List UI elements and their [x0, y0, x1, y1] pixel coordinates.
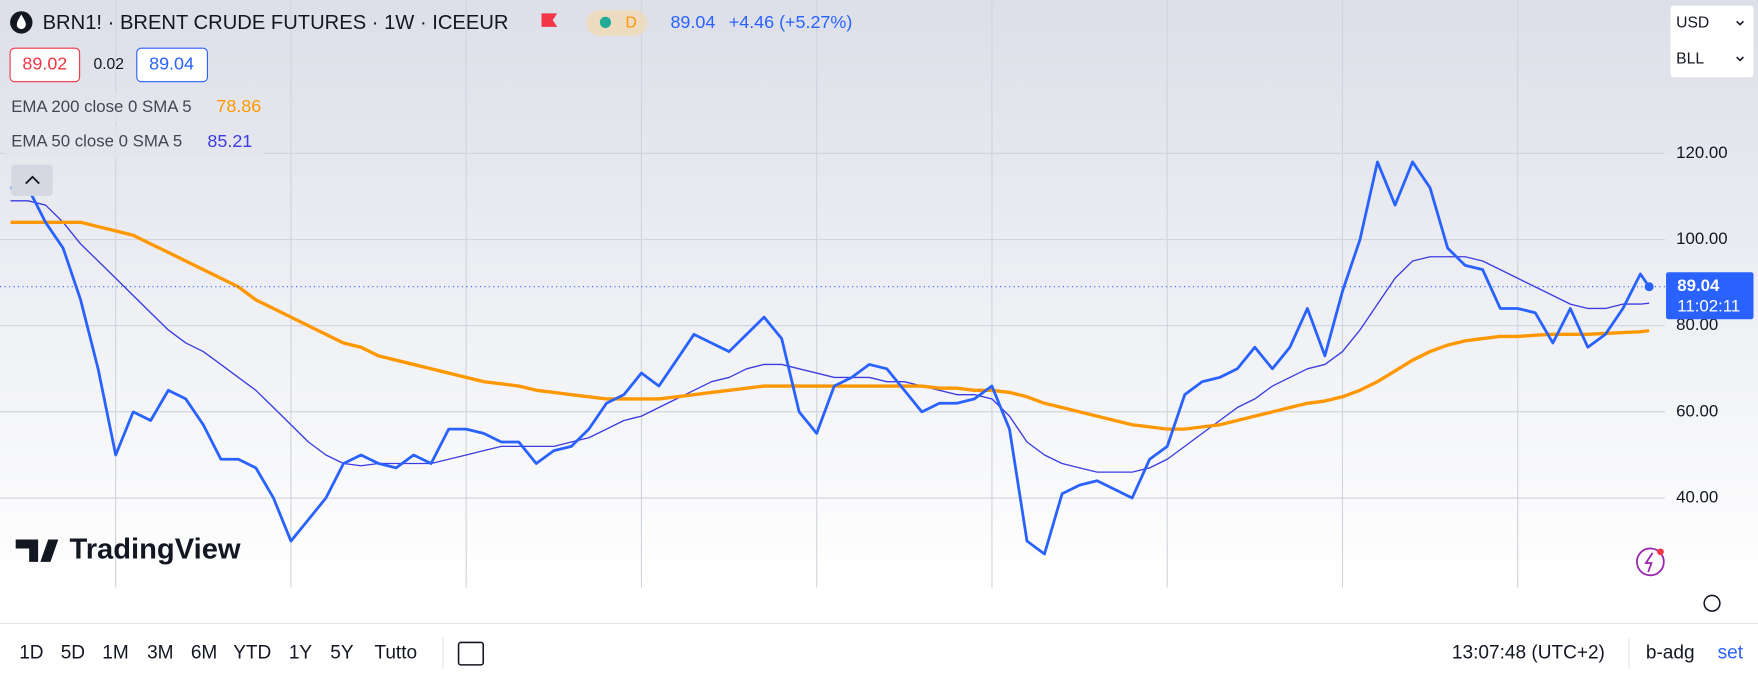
legend-entry[interactable]: EMA 200 close 0 SMA 5 — [11, 97, 191, 116]
status-badge: D — [626, 15, 637, 32]
logo-text: TradingView — [70, 533, 241, 565]
y-tick-label: 60.00 — [1676, 401, 1718, 420]
currency[interactable]: USD — [1676, 15, 1709, 32]
price-badge — [1666, 272, 1754, 320]
range-button[interactable]: 5D — [61, 643, 85, 664]
spread: 0.02 — [93, 56, 124, 73]
ask-box[interactable] — [136, 47, 208, 83]
chart-background — [0, 0, 1758, 588]
range-button[interactable]: 5Y — [330, 643, 354, 664]
y-tick-label: 100.00 — [1676, 229, 1727, 248]
bid-price: 89.02 — [22, 54, 67, 74]
adjust-button[interactable]: b-adg — [1646, 643, 1695, 664]
indicator-row[interactable] — [5, 91, 273, 124]
drop-icon — [16, 14, 26, 30]
series-line — [10, 200, 1650, 473]
price-change: +4.46 (+5.27%) — [729, 12, 853, 32]
market-open-dot — [599, 16, 612, 28]
last-price: 89.04 — [670, 12, 715, 32]
bid-box[interactable] — [9, 47, 81, 83]
indicator-row[interactable] — [5, 126, 264, 158]
alert-icon[interactable] — [1636, 547, 1665, 577]
range-button[interactable]: 3M — [147, 643, 173, 664]
dropdown-chevrons — [1736, 20, 1744, 62]
price-badge-countdown: 11:02:11 — [1677, 296, 1740, 315]
unit-box[interactable] — [1670, 5, 1754, 78]
settings-icon[interactable] — [1703, 594, 1721, 612]
unit[interactable]: BLL — [1676, 50, 1704, 67]
status-pill[interactable] — [586, 10, 647, 36]
range-button[interactable]: 1Y — [289, 643, 313, 664]
range-button[interactable]: YTD — [233, 643, 271, 664]
price-badge-value: 89.04 — [1677, 276, 1720, 295]
y-tick-label: 40.00 — [1676, 487, 1718, 506]
series-line — [10, 160, 1651, 556]
bolt — [1644, 552, 1654, 573]
logo-mark — [15, 539, 59, 562]
range-button[interactable]: Tutto — [374, 643, 417, 664]
chevron-up — [25, 175, 40, 185]
range-button[interactable]: 1D — [19, 643, 43, 664]
y-tick-label: 120.00 — [1676, 143, 1727, 162]
session-button[interactable]: set — [1718, 643, 1744, 664]
notification-dot — [1657, 548, 1664, 556]
time-axis — [0, 587, 1665, 624]
clock: 13:07:48 (UTC+2) — [1452, 643, 1605, 664]
y-tick-label: 80.00 — [1676, 315, 1718, 334]
collapse-button[interactable] — [11, 164, 53, 196]
legend-value: 78.86 — [216, 96, 261, 116]
legend-value: 85.21 — [207, 131, 252, 151]
range-button[interactable]: 6M — [191, 643, 217, 664]
range-button[interactable]: 1M — [102, 643, 128, 664]
flag-icon[interactable] — [541, 13, 558, 27]
calendar-icon[interactable] — [457, 641, 485, 666]
symbol-title: BRN1! · BRENT CRUDE FUTURES · 1W · ICEEU… — [43, 12, 509, 34]
legend-entry[interactable]: EMA 50 close 0 SMA 5 — [11, 132, 182, 151]
last-price-dot — [1644, 282, 1654, 292]
bottom-toolbar — [0, 624, 1758, 685]
ask-price: 89.04 — [149, 54, 194, 74]
